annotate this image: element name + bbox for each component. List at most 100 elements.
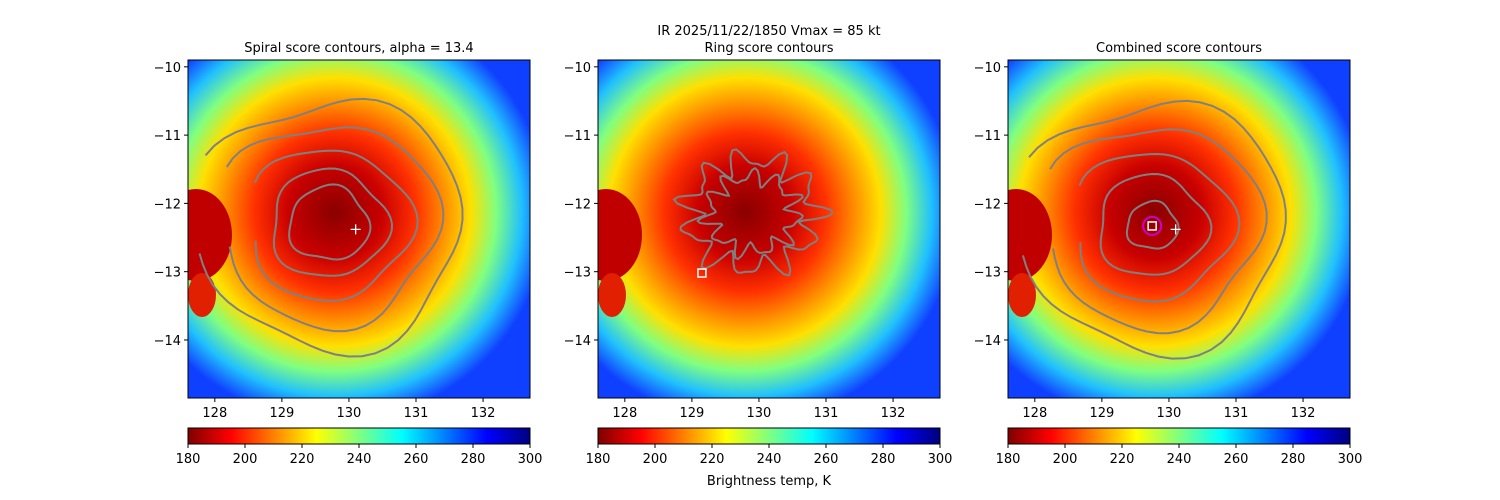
colorbar-tick-label: 280 [1281, 452, 1306, 467]
colorbar-tick-label: 240 [1167, 452, 1192, 467]
x-tick-label: 130 [747, 406, 772, 421]
x-tick-label: 131 [404, 406, 429, 421]
contours [672, 148, 834, 277]
panel-2: Ring score contours 128 129 130 131 132 −10 −11… [564, 41, 953, 467]
contour-line [225, 126, 445, 333]
y-tick-label: −11 [974, 129, 1001, 144]
center-plus-marker [1170, 224, 1181, 235]
y-tick-label: −13 [974, 266, 1001, 281]
axes-frame [187, 59, 531, 399]
contour-line [288, 183, 372, 261]
colorbar-tick-label: 300 [518, 452, 543, 467]
colorbar-tick-label: 260 [404, 452, 429, 467]
y-tick-label: −14 [974, 334, 1001, 349]
contour-line [1049, 128, 1268, 335]
colorbar-tick-label: 200 [1053, 452, 1078, 467]
colorbar-tick-label: 180 [996, 452, 1021, 467]
y-tick-label: −14 [564, 334, 591, 349]
ir-image [1008, 60, 1350, 398]
y-tick-label: −12 [154, 197, 181, 212]
colorbar-tick-label: 300 [1338, 452, 1363, 467]
x-tick-label: 129 [1089, 406, 1114, 421]
contour-line [198, 97, 464, 358]
colorbar-bar [187, 427, 531, 445]
y-tick-label: −10 [154, 61, 181, 76]
colorbar-tick-label: 220 [290, 452, 315, 467]
contours [1021, 99, 1287, 360]
colorbar-tick-label: 200 [643, 452, 668, 467]
center-plus-marker [350, 224, 361, 235]
ir-cold-cloud-southwest [1008, 273, 1036, 317]
x-tick-label: 128 [1022, 406, 1047, 421]
x-tick-label: 131 [1224, 406, 1249, 421]
y-tick-label: −13 [564, 266, 591, 281]
colorbar: 180 200 220 240 260 280 300 [176, 427, 543, 467]
x-tick-label: 130 [1157, 406, 1182, 421]
x-tick-label: 132 [1291, 406, 1316, 421]
panel-1: Spiral score contours, alpha = 13.4 128 12… [154, 41, 543, 467]
y-tick-label: −13 [154, 266, 181, 281]
ir-image [598, 60, 940, 398]
colorbar-tick-label: 180 [586, 452, 611, 467]
x-tick-label: 129 [679, 406, 704, 421]
panel-title: Combined score contours [1096, 41, 1262, 56]
x-tick-label: 130 [337, 406, 362, 421]
colorbar-tick-label: 240 [347, 452, 372, 467]
ir-cold-cloud-west [1008, 189, 1052, 281]
estimated-center-square [697, 268, 707, 278]
ir-storm-field [598, 60, 940, 398]
ring-contour-line [672, 148, 834, 277]
y-tick-label: −12 [564, 197, 591, 212]
highlight-circle [1142, 215, 1163, 236]
ir-cold-cloud-southwest [188, 273, 216, 317]
x-tick-label: 132 [881, 406, 906, 421]
colorbar-tick-label: 280 [871, 452, 896, 467]
colorbar-label: Brightness temp, K [707, 474, 832, 489]
colorbar-bar [1007, 427, 1351, 445]
estimated-center-square [1147, 221, 1157, 231]
contour-line [1099, 172, 1213, 276]
ir-image [188, 60, 530, 398]
colorbar-tick-label: 260 [1224, 452, 1249, 467]
y-tick-label: −14 [154, 334, 181, 349]
y-tick-label: −11 [154, 129, 181, 144]
x-tick-label: 129 [269, 406, 294, 421]
axes-frame [597, 59, 941, 399]
colorbar: 180 200 220 240 260 280 300 [586, 427, 953, 467]
ir-cold-cloud-west [598, 189, 642, 281]
colorbar-tick-label: 180 [176, 452, 201, 467]
colorbar: 180 200 220 240 260 280 300 [996, 427, 1363, 467]
colorbar-bar [597, 427, 941, 445]
contour-line [1078, 152, 1241, 303]
suptitle: IR 2025/11/22/1850 Vmax = 85 kt [657, 24, 880, 39]
y-tick-label: −10 [974, 61, 1001, 76]
ir-cold-cloud-west [188, 189, 232, 281]
y-tick-label: −12 [974, 197, 1001, 212]
colorbar-tick-label: 220 [700, 452, 725, 467]
contours [198, 97, 464, 358]
contour-line [1021, 99, 1287, 360]
colorbar-tick-label: 300 [928, 452, 953, 467]
y-tick-label: −10 [564, 61, 591, 76]
colorbar-tick-label: 200 [233, 452, 258, 467]
colorbar-tick-label: 280 [461, 452, 486, 467]
contour-line [1125, 199, 1180, 250]
x-tick-label: 128 [612, 406, 637, 421]
x-tick-label: 128 [202, 406, 227, 421]
contour-line [253, 149, 419, 302]
x-tick-label: 132 [471, 406, 496, 421]
panel-title: Spiral score contours, alpha = 13.4 [244, 41, 473, 56]
y-tick-label: −11 [564, 129, 591, 144]
axes-frame [1007, 59, 1351, 399]
panels: Spiral score contours, alpha = 13.4 128 12… [154, 41, 1363, 467]
colorbar-tick-label: 260 [814, 452, 839, 467]
contour-line [272, 167, 393, 277]
panel-title: Ring score contours [704, 41, 833, 56]
panel-3: Combined score contours 128 129 130 131 132 −1… [974, 41, 1363, 467]
x-tick-label: 131 [814, 406, 839, 421]
ring-contour-line [696, 166, 805, 261]
ir-cold-cloud-southwest [598, 273, 626, 317]
colorbar-tick-label: 220 [1110, 452, 1135, 467]
colorbar-tick-label: 240 [757, 452, 782, 467]
